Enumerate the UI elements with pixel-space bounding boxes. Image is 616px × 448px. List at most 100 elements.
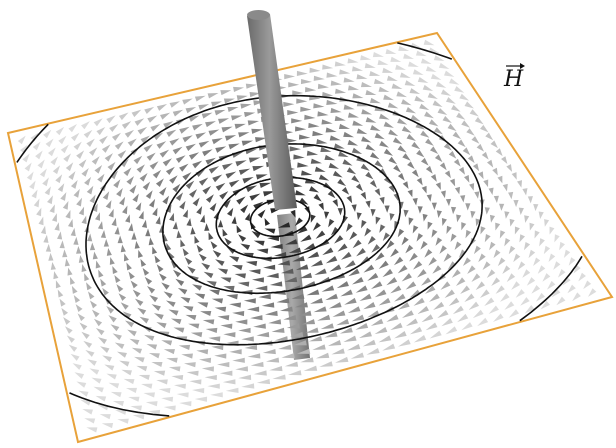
arrow bbox=[106, 306, 114, 314]
arrow bbox=[119, 113, 129, 121]
arrow bbox=[121, 370, 132, 376]
arrow bbox=[60, 240, 65, 248]
arrow bbox=[322, 92, 333, 97]
arrow bbox=[239, 169, 250, 175]
arrow bbox=[216, 183, 226, 191]
arrow bbox=[437, 210, 442, 218]
arrow bbox=[260, 183, 272, 188]
arrow bbox=[305, 328, 318, 333]
arrow bbox=[534, 230, 539, 238]
arrow bbox=[180, 239, 185, 247]
arrow bbox=[569, 257, 576, 265]
arrow bbox=[150, 124, 160, 131]
arrow bbox=[311, 260, 323, 267]
arrow bbox=[76, 198, 82, 207]
arrow bbox=[311, 215, 316, 223]
arrow bbox=[262, 302, 275, 307]
arrow bbox=[106, 200, 112, 209]
arrow bbox=[63, 201, 69, 210]
arrow bbox=[421, 58, 432, 64]
arrow bbox=[91, 378, 101, 384]
arrow bbox=[106, 374, 116, 380]
arrow bbox=[249, 269, 261, 274]
arrow bbox=[192, 388, 204, 393]
arrow bbox=[114, 275, 120, 283]
arrow bbox=[124, 379, 135, 384]
arrow bbox=[402, 310, 414, 318]
arrow bbox=[310, 298, 323, 304]
arrow bbox=[567, 285, 575, 294]
arrow bbox=[402, 273, 412, 281]
arrow bbox=[370, 98, 381, 103]
arrow bbox=[132, 348, 142, 354]
arrow bbox=[233, 87, 244, 92]
arrow bbox=[361, 220, 367, 228]
arrow bbox=[84, 418, 95, 423]
arrow bbox=[215, 146, 226, 152]
arrow bbox=[156, 379, 168, 384]
arrow bbox=[86, 427, 97, 432]
arrow bbox=[48, 253, 53, 261]
arrow bbox=[238, 234, 246, 242]
arrow bbox=[459, 94, 469, 101]
arrow bbox=[529, 250, 536, 258]
arrow bbox=[347, 140, 358, 146]
arrow bbox=[352, 120, 363, 125]
arrow bbox=[431, 174, 437, 182]
arrow bbox=[186, 107, 197, 113]
arrow bbox=[343, 132, 354, 137]
arrow bbox=[578, 273, 586, 282]
arrow bbox=[495, 223, 500, 231]
arrow bbox=[278, 345, 291, 350]
arrow bbox=[248, 353, 261, 358]
arrow bbox=[249, 194, 260, 201]
arrow bbox=[232, 265, 243, 270]
arrow bbox=[122, 206, 127, 215]
arrow bbox=[370, 180, 377, 188]
arrow bbox=[429, 119, 438, 126]
arrow bbox=[68, 171, 75, 180]
arrow bbox=[335, 61, 346, 66]
arrow bbox=[74, 189, 80, 198]
arrow bbox=[202, 186, 211, 194]
arrow bbox=[461, 222, 466, 230]
arrow bbox=[226, 388, 239, 393]
arrow bbox=[435, 237, 442, 246]
arrow bbox=[183, 306, 194, 312]
arrow bbox=[176, 155, 186, 163]
arrow bbox=[466, 128, 474, 135]
arrow bbox=[485, 207, 490, 214]
arrow bbox=[263, 265, 275, 270]
arrow bbox=[449, 151, 456, 159]
arrow bbox=[318, 84, 329, 89]
arrow bbox=[195, 96, 206, 102]
arrow bbox=[171, 318, 182, 324]
arrow bbox=[283, 102, 294, 107]
arrow bbox=[271, 244, 283, 249]
arrow bbox=[199, 254, 207, 262]
arrow bbox=[204, 223, 209, 231]
arrow bbox=[314, 194, 322, 202]
arrow bbox=[238, 375, 251, 380]
arrow bbox=[352, 277, 364, 285]
arrow bbox=[229, 303, 241, 308]
arrow bbox=[293, 154, 304, 159]
arrow bbox=[564, 250, 570, 258]
arrow bbox=[444, 71, 454, 77]
arrow bbox=[402, 126, 412, 133]
arrow bbox=[326, 256, 337, 263]
arrow bbox=[193, 198, 200, 207]
arrow bbox=[223, 229, 228, 237]
arrow bbox=[79, 207, 84, 216]
arrow bbox=[34, 199, 40, 208]
arrow bbox=[465, 102, 474, 109]
arrow bbox=[156, 216, 161, 224]
arrow bbox=[474, 191, 479, 198]
arrow bbox=[98, 337, 107, 344]
arrow bbox=[238, 132, 249, 137]
arrow bbox=[115, 342, 125, 349]
arrow bbox=[316, 139, 327, 144]
arrow bbox=[418, 206, 423, 213]
arrow bbox=[379, 114, 390, 120]
arrow bbox=[412, 169, 419, 177]
